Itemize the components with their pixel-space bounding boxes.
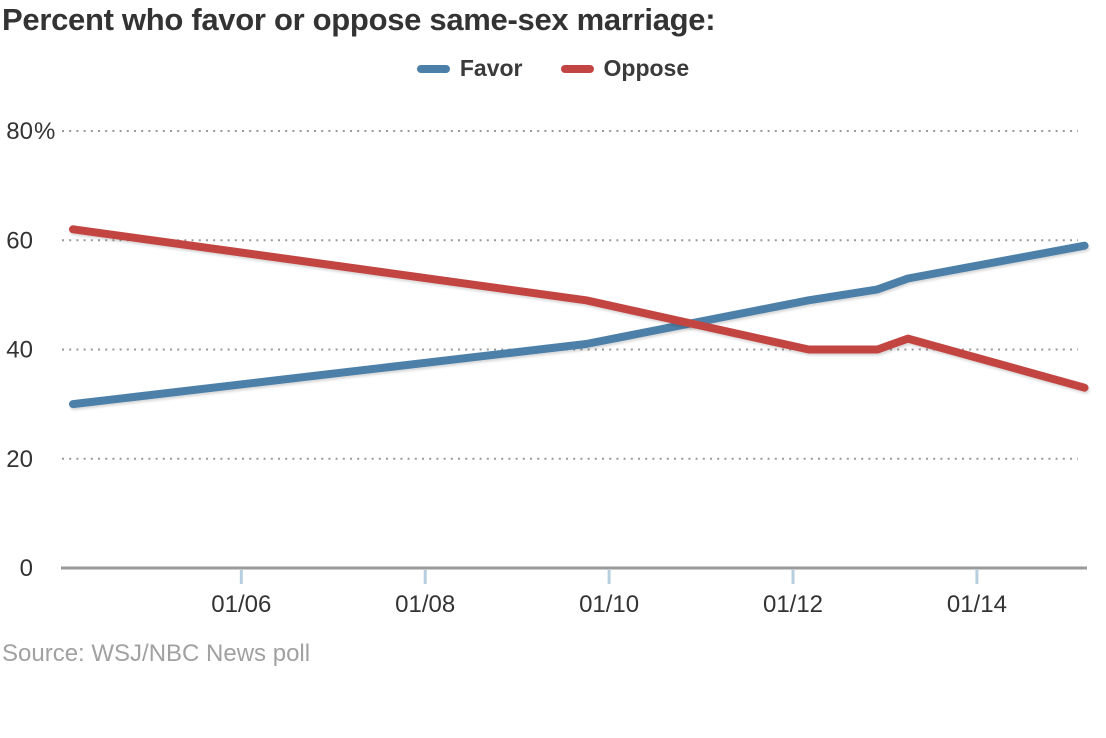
series-line-oppose [69,225,1089,392]
y-tick-label: 40 [6,337,33,364]
x-tick-label: 01/06 [211,591,271,618]
legend-label-favor: Favor [459,55,523,81]
legend-item-oppose: Oppose [560,55,690,82]
x-tick-label: 01/08 [395,591,455,618]
x-tick-label: 01/12 [763,591,823,618]
y-tick-label: 20 [6,446,33,473]
chart-title: Percent who favor or oppose same-sex mar… [2,2,716,37]
y-tick-label-percent: % [34,118,55,145]
series-line-favor [69,241,1089,409]
legend: Favor Oppose [0,55,1106,82]
x-tick-label: 01/14 [947,591,1007,618]
favor-swatch-icon [416,64,450,73]
y-tick-label: 0 [20,555,33,582]
y-tick-label: 80 [6,118,33,145]
oppose-swatch-icon [560,64,594,73]
y-tick-label: 60 [6,227,33,254]
legend-item-favor: Favor [416,55,523,82]
legend-label-oppose: Oppose [603,55,690,81]
x-tick-label: 01/10 [579,591,639,618]
source-note: Source: WSJ/NBC News poll [2,640,311,667]
